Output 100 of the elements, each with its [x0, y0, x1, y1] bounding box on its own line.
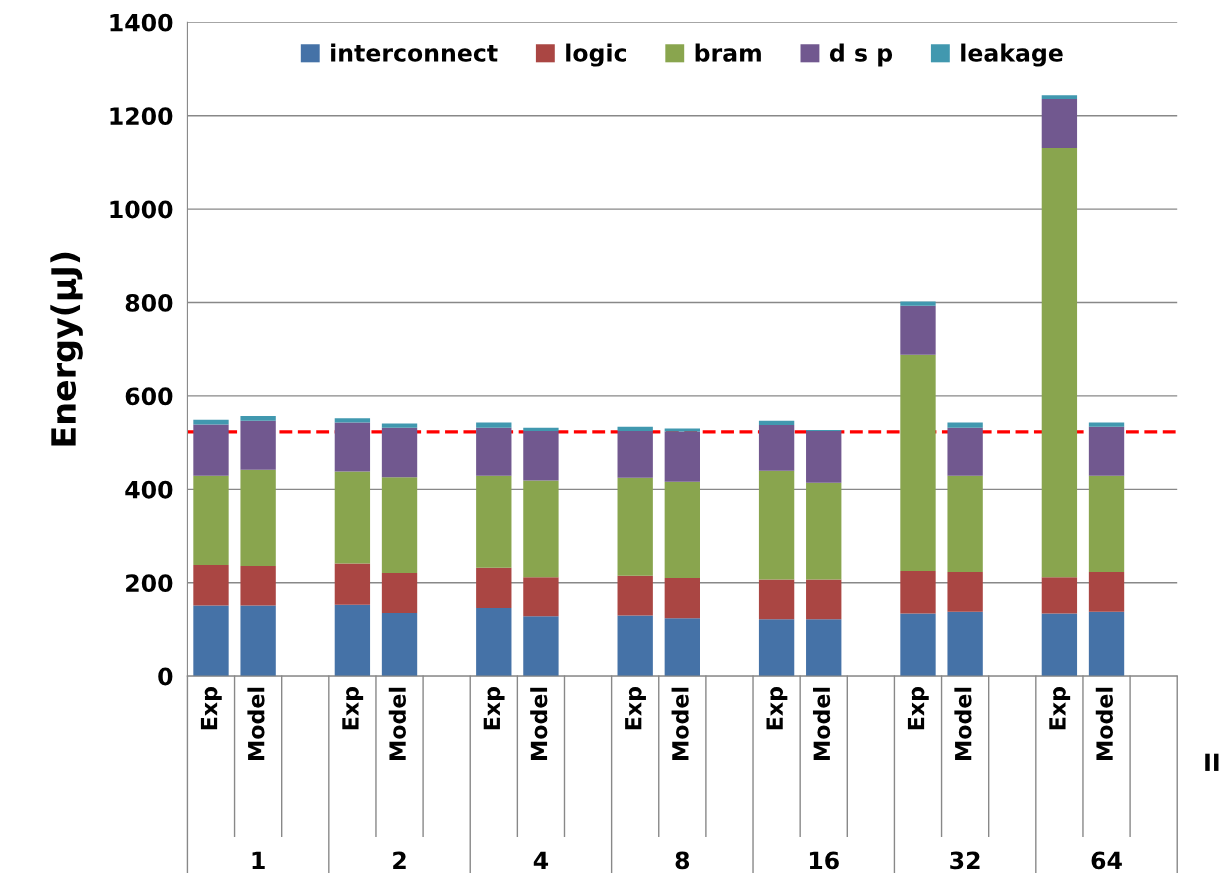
- x-tick-label: Model: [247, 687, 265, 760]
- bar: [1041, 613, 1078, 677]
- bar: [617, 477, 653, 576]
- bar: [617, 426, 653, 431]
- x-tick-label: Exp: [200, 686, 222, 730]
- bar: [900, 305, 936, 355]
- bar: [1041, 577, 1078, 614]
- bar: [334, 422, 371, 472]
- bar: [1088, 426, 1125, 476]
- y-tick-label: 600: [125, 387, 173, 406]
- y-tick-label: 200: [126, 574, 173, 593]
- bar: [193, 564, 229, 606]
- y-tick-label: 1200: [110, 107, 173, 126]
- bar: [381, 572, 418, 614]
- bar: [900, 354, 936, 572]
- bar: [381, 477, 418, 573]
- bar: [381, 613, 418, 677]
- bar: [947, 475, 983, 572]
- bar: [240, 420, 276, 470]
- bar: [900, 301, 936, 306]
- y-tick-label: 1400: [110, 13, 173, 32]
- bar: [617, 575, 653, 616]
- text: 1: [252, 851, 265, 869]
- bar: [947, 427, 983, 476]
- bar: [947, 611, 983, 677]
- x-tick-label: Exp: [1049, 686, 1071, 730]
- bar: [1088, 422, 1125, 427]
- bar: [476, 422, 512, 428]
- bar: [334, 471, 371, 564]
- bar: [334, 563, 371, 605]
- bar: [900, 613, 936, 677]
- bar: [664, 481, 700, 579]
- y-axis-title: Energy(μJ): [50, 252, 83, 446]
- bar: [523, 480, 559, 578]
- bar: [900, 571, 936, 614]
- x-tick-label: Exp: [766, 686, 788, 730]
- bar: [758, 579, 795, 620]
- bar: [193, 475, 229, 565]
- bar: [617, 430, 653, 478]
- bar: [1088, 611, 1125, 677]
- x-tick-label: Exp: [625, 686, 646, 730]
- bar: [193, 605, 229, 677]
- bar: [947, 571, 983, 612]
- x-tick-label: Model: [671, 687, 689, 760]
- bar: [758, 424, 795, 471]
- y-tick-label: 1000: [110, 200, 173, 219]
- text: 32: [950, 851, 980, 870]
- bar: [1088, 571, 1125, 612]
- bar: [758, 420, 795, 425]
- bar: [476, 475, 512, 568]
- x-tick-label: Model: [530, 687, 548, 760]
- bar: [664, 578, 700, 619]
- bar: [617, 615, 653, 677]
- bar: [758, 619, 795, 677]
- legend-label: interconnect: [331, 43, 498, 62]
- bar: [806, 430, 842, 483]
- bar: [523, 577, 559, 617]
- bar: [240, 416, 276, 421]
- bar: [476, 427, 512, 476]
- x-tick-label: Model: [812, 687, 831, 760]
- bar: [240, 605, 276, 677]
- x-tick-label: Model: [388, 687, 406, 760]
- x-axis-title: II: [1205, 753, 1219, 771]
- bar: [806, 619, 842, 677]
- bar: [523, 430, 559, 481]
- legend-label: logic: [566, 43, 626, 67]
- y-tick-label: 800: [125, 293, 173, 312]
- bar: [947, 422, 983, 428]
- bar: [806, 579, 842, 620]
- bar: [193, 424, 229, 476]
- bar: [334, 604, 371, 677]
- bar: [806, 482, 842, 580]
- x-tick-label: Exp: [342, 686, 364, 730]
- x-tick-label: Exp: [907, 686, 929, 730]
- legend-label: leakage: [961, 43, 1063, 67]
- bar: [334, 418, 371, 423]
- bar: [758, 470, 795, 580]
- text: 2: [393, 851, 406, 869]
- bar: [381, 427, 418, 478]
- bar: [476, 567, 512, 608]
- bar: [240, 565, 276, 606]
- bar: [240, 469, 276, 566]
- x-tick-label: Model: [954, 687, 972, 760]
- bar: [1041, 98, 1078, 148]
- y-tick-label: 400: [125, 480, 173, 499]
- bar: [1088, 475, 1125, 572]
- legend-label: bram: [695, 43, 761, 62]
- bar: [476, 607, 512, 677]
- text: 8: [675, 851, 690, 870]
- x-tick-label: Model: [1095, 687, 1113, 760]
- text: 16: [809, 851, 839, 870]
- y-tick-label: 0: [158, 667, 173, 686]
- bar: [664, 431, 700, 482]
- bar: [523, 427, 559, 431]
- bar: [1041, 147, 1078, 578]
- x-tick-label: Exp: [483, 686, 505, 730]
- text: 4: [533, 851, 549, 869]
- text: 64: [1091, 851, 1122, 870]
- bar: [381, 423, 418, 428]
- bar: [664, 618, 700, 677]
